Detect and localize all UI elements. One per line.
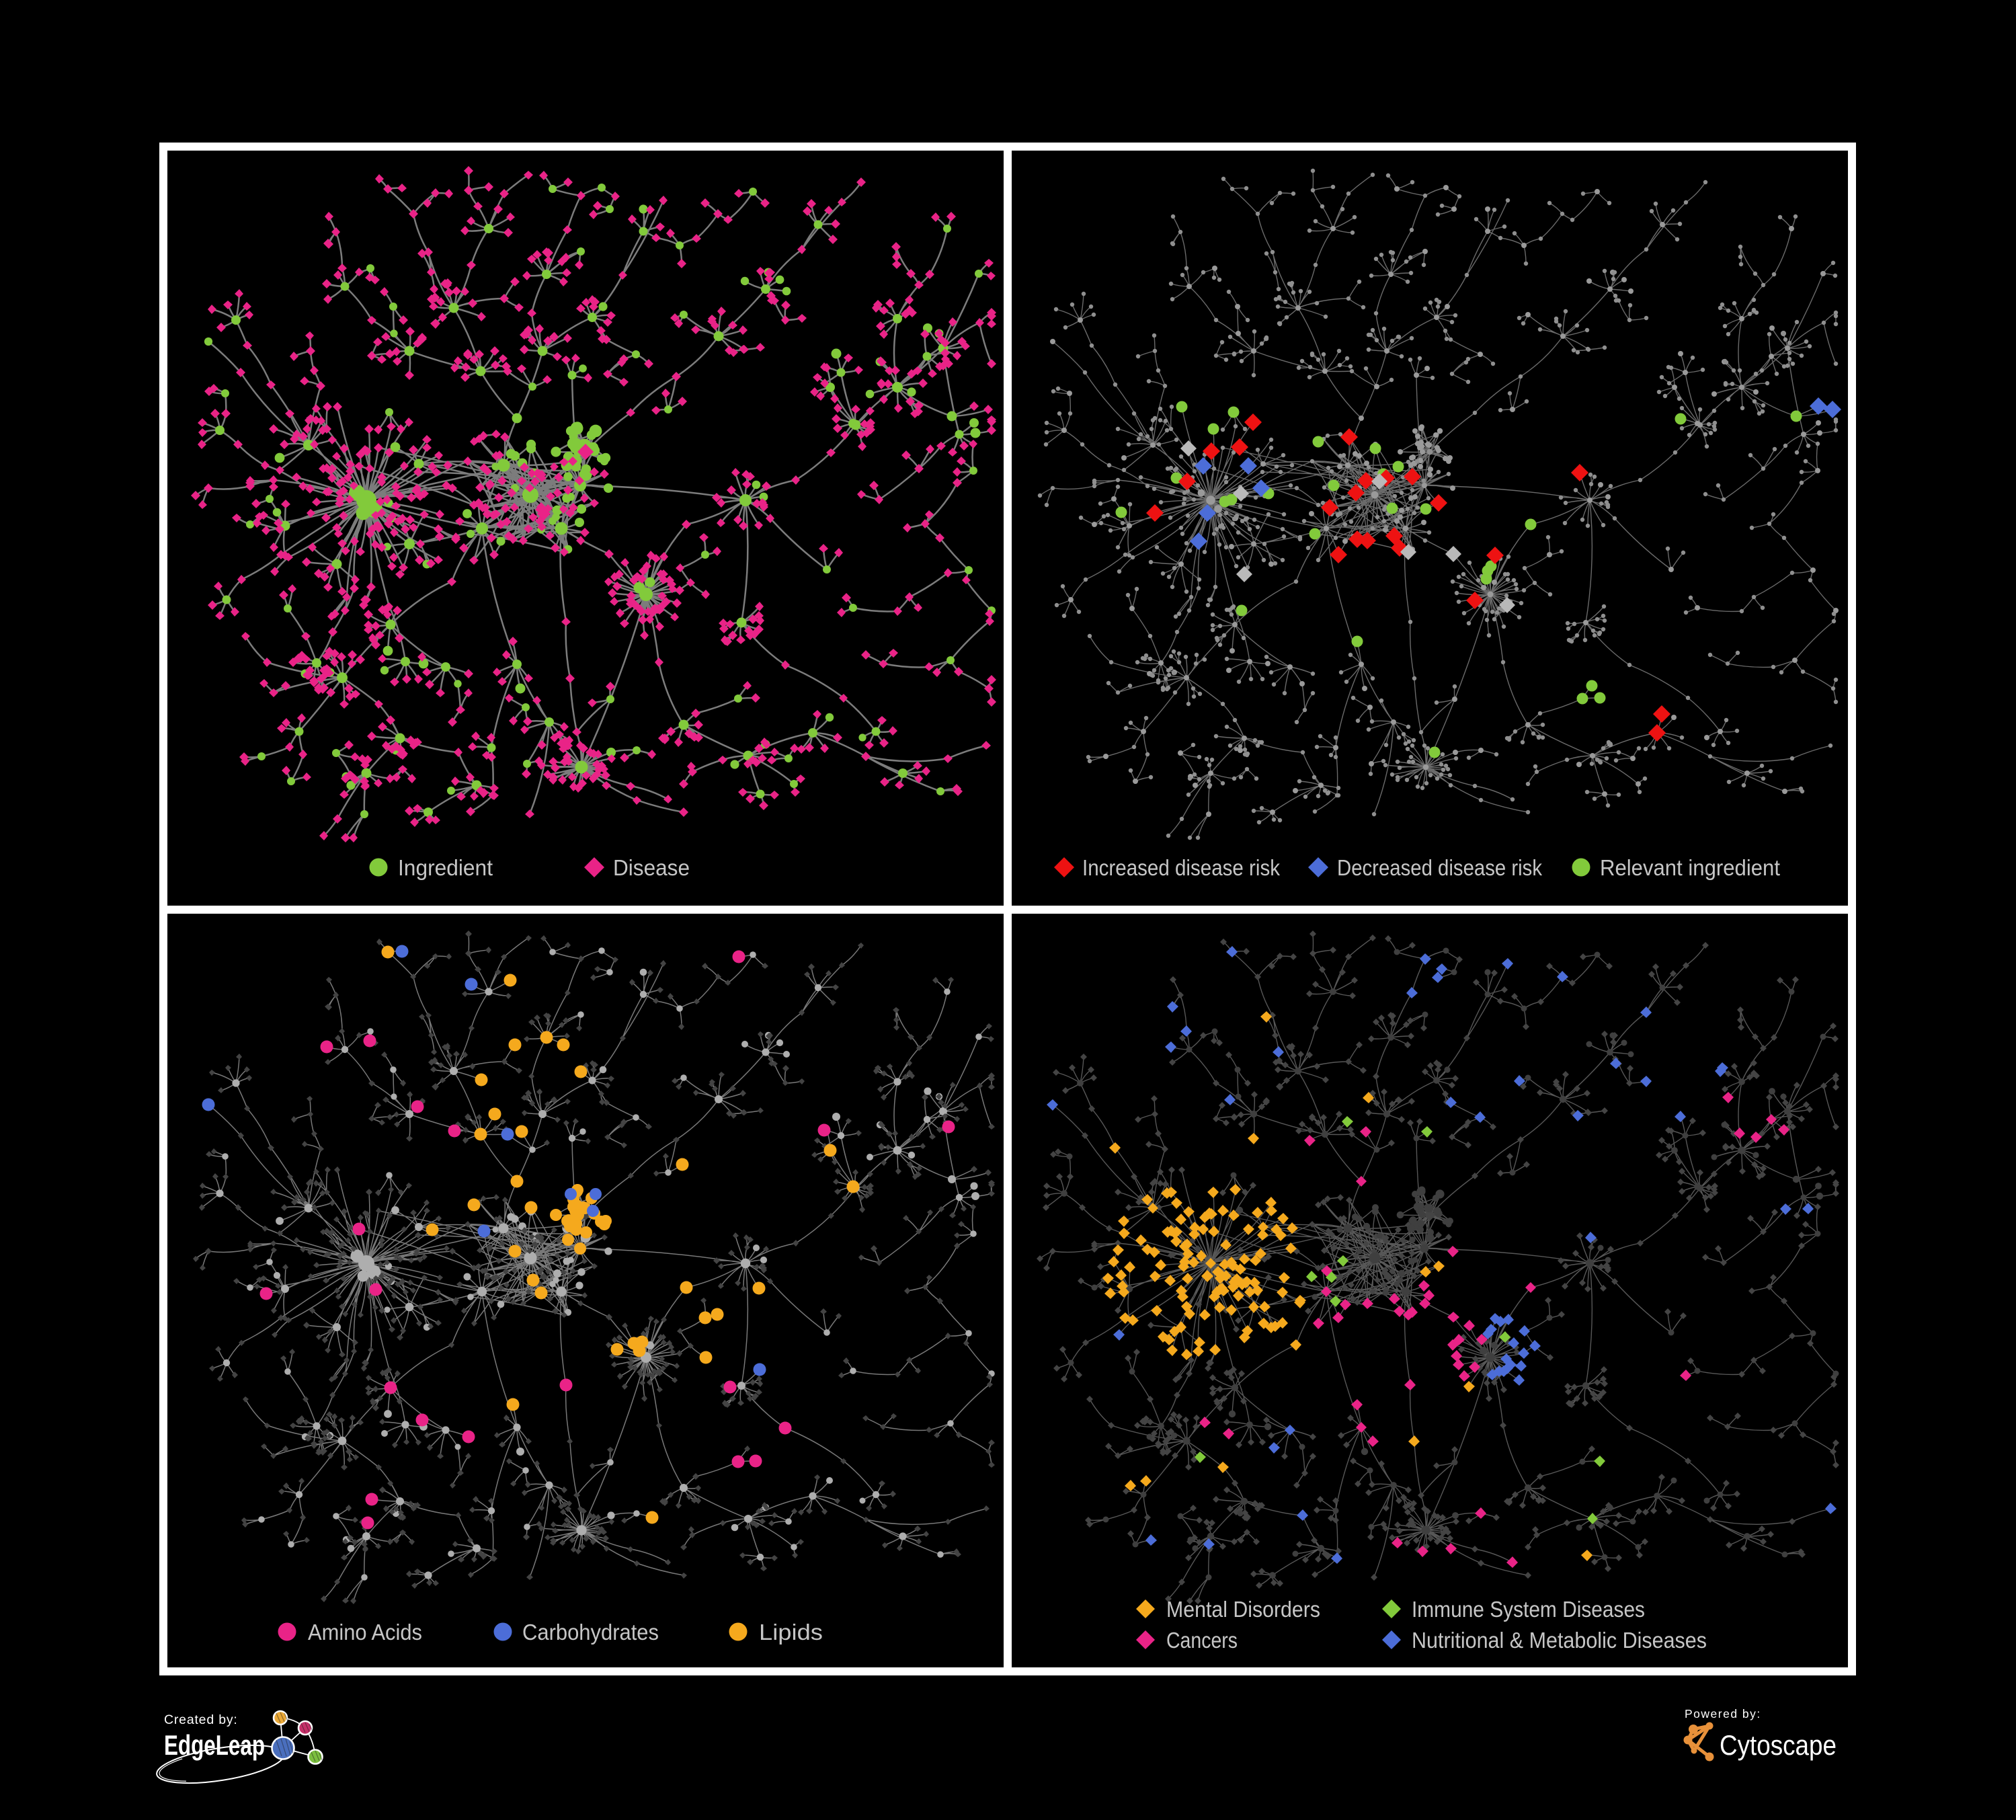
svg-text:Immune System Diseases: Immune System Diseases (1412, 1597, 1645, 1622)
svg-text:EdgeLeap: EdgeLeap (164, 1729, 265, 1761)
svg-text:Amino Acids: Amino Acids (308, 1620, 422, 1645)
svg-text:Cancers: Cancers (1166, 1628, 1238, 1653)
svg-text:Powered by:: Powered by: (1685, 1707, 1761, 1720)
svg-text:Increased disease risk: Increased disease risk (1082, 855, 1280, 880)
svg-text:Ingredient: Ingredient (398, 855, 493, 880)
svg-text:Decreased disease risk: Decreased disease risk (1337, 855, 1542, 880)
svg-text:Disease: Disease (613, 855, 690, 880)
svg-text:Lipids: Lipids (759, 1620, 823, 1645)
svg-text:Cytoscape: Cytoscape (1720, 1729, 1837, 1761)
svg-text:Carbohydrates: Carbohydrates (522, 1620, 659, 1645)
svg-text:Nutritional & Metabolic Diseas: Nutritional & Metabolic Diseases (1412, 1628, 1707, 1653)
svg-text:Mental Disorders: Mental Disorders (1166, 1597, 1320, 1622)
svg-text:Created by:: Created by: (164, 1712, 238, 1727)
svg-text:Relevant ingredient: Relevant ingredient (1600, 855, 1780, 880)
